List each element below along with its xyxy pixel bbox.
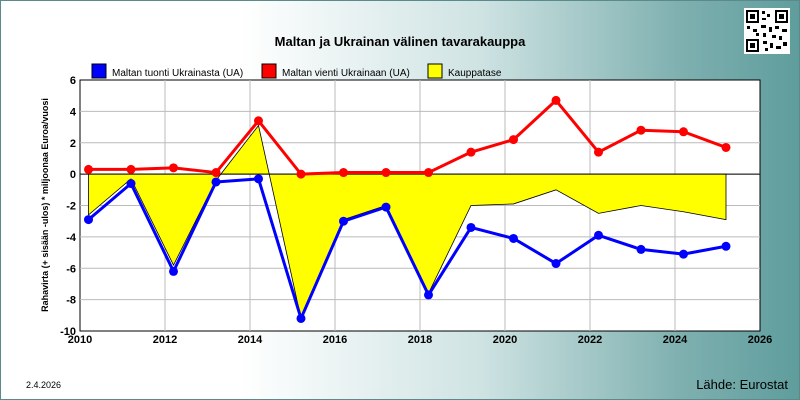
y-axis-label: Rahavirta (+ sisään -ulos) * miljoonaa E…: [40, 98, 50, 312]
data-point-1: [424, 168, 433, 178]
x-tick-label: 2014: [238, 334, 263, 346]
y-tick-label: -6: [66, 263, 76, 275]
data-point-1: [84, 164, 93, 174]
data-point-0: [126, 179, 136, 189]
legend-label-0: Maltan tuonti Ukrainasta (UA): [112, 68, 243, 79]
data-point-0: [296, 313, 306, 323]
data-point-0: [636, 244, 646, 254]
data-point-1: [721, 142, 731, 152]
chart-legend: Maltan tuonti Ukrainasta (UA) Maltan vien…: [91, 63, 502, 79]
data-point-0: [551, 259, 561, 269]
data-point-0: [594, 230, 603, 240]
data-point-1: [551, 95, 561, 105]
data-point-0: [381, 202, 391, 212]
data-point-0: [466, 222, 476, 232]
legend-label-1: Maltan vienti Ukrainaan (UA): [282, 68, 410, 79]
data-points: [84, 95, 731, 323]
data-point-0: [339, 216, 348, 226]
x-tick-label: 2012: [153, 334, 177, 346]
data-point-1: [509, 135, 518, 145]
legend-swatch-1: [261, 63, 277, 79]
data-point-1: [254, 116, 263, 126]
series-line-0: [87, 177, 727, 320]
y-tick-label: 4: [70, 106, 77, 118]
data-point-0: [721, 241, 731, 251]
x-tick-label: 2022: [578, 334, 602, 346]
y-axis-ticks: -10 -8 -6 -4 -2 0 2 4 6: [60, 75, 77, 338]
data-point-0: [424, 290, 433, 300]
x-tick-label: 2016: [323, 334, 347, 346]
source-label: Lähde: Eurostat: [696, 377, 788, 392]
y-tick-label: -4: [66, 232, 77, 244]
data-point-1: [339, 168, 348, 178]
data-point-1: [211, 168, 221, 178]
legend-swatch-0: [91, 63, 107, 79]
qr-code-icon: [744, 8, 790, 54]
x-tick-label: 2010: [68, 334, 92, 346]
data-point-1: [296, 169, 306, 179]
data-point-1: [594, 147, 603, 157]
data-point-1: [126, 164, 136, 174]
date-stamp: 2.4.2026: [26, 380, 62, 390]
y-tick-label: 0: [70, 169, 76, 181]
series-line-1: [88, 98, 727, 176]
data-point-1: [679, 127, 688, 137]
y-tick-label: 2: [70, 138, 76, 150]
y-tick-label: -2: [66, 201, 76, 213]
y-tick-label: 6: [70, 75, 76, 87]
data-point-0: [509, 233, 518, 243]
x-tick-label: 2018: [408, 334, 432, 346]
data-point-1: [466, 147, 476, 157]
x-tick-label: 2024: [663, 334, 688, 346]
chart-title: Maltan ja Ukrainan välinen tavarakauppa: [274, 34, 526, 49]
data-point-1: [636, 125, 646, 135]
line-series: [87, 98, 727, 320]
y-tick-label: -10: [60, 326, 76, 338]
data-point-1: [169, 163, 178, 173]
x-tick-label: 2020: [493, 334, 517, 346]
data-point-0: [84, 215, 93, 225]
x-axis-ticks: 2010 2012 2014 2016 2018 2020 2022 2024 2026: [68, 334, 772, 346]
data-point-0: [254, 174, 263, 184]
data-point-0: [211, 177, 221, 187]
data-point-1: [381, 168, 391, 178]
legend-label-2: Kauppatase: [448, 68, 502, 79]
x-tick-label: 2026: [748, 334, 772, 346]
y-tick-label: -8: [66, 295, 76, 307]
legend-swatch-2: [427, 63, 443, 79]
data-point-0: [169, 266, 178, 276]
data-point-0: [679, 249, 688, 259]
